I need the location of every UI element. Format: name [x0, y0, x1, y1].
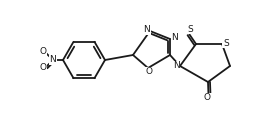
Text: O: O	[40, 48, 47, 56]
Text: N: N	[173, 61, 179, 71]
Text: O: O	[40, 64, 47, 72]
Text: N: N	[172, 34, 178, 42]
Text: S: S	[223, 39, 229, 48]
Text: S: S	[187, 25, 193, 34]
Text: N: N	[50, 55, 56, 65]
Text: O: O	[204, 93, 211, 102]
Text: N: N	[144, 25, 150, 35]
Text: O: O	[146, 68, 153, 76]
